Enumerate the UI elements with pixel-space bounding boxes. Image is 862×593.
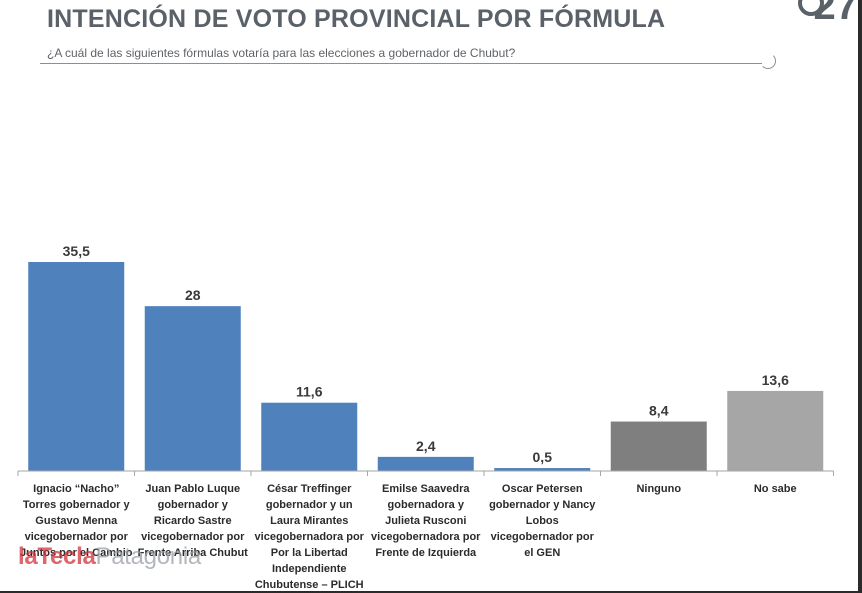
- value-label-2: 28: [185, 287, 201, 303]
- category-label-line: Lobos: [526, 515, 559, 527]
- category-label-6: Ninguno: [636, 483, 681, 495]
- value-label-1: 35,5: [63, 243, 90, 259]
- category-label-line: vicegobernador por: [491, 531, 595, 543]
- category-label-4: Emilse Saavedra gobernadora y Julieta Rusc…: [371, 483, 481, 559]
- category-label-7: No sabe: [754, 483, 797, 495]
- watermark: laTeclaPatagonia: [18, 543, 201, 571]
- subtitle-underline: [40, 63, 762, 64]
- frame-right-edge: [858, 0, 862, 593]
- category-label-3: César Treffinger gobernador y un Laura Mir…: [255, 483, 365, 591]
- category-label-line: Emilse Saavedra: [382, 483, 470, 495]
- category-label-line: Laura Mirantes: [270, 515, 348, 527]
- category-label-line: Chubutense – PLICH: [255, 579, 364, 591]
- category-label-line: Juan Pablo Luque: [145, 483, 240, 495]
- value-label-3: 11,6: [296, 384, 323, 400]
- watermark-region: Patagonia: [95, 543, 202, 570]
- frame-bottom-edge: [0, 591, 862, 593]
- category-label-line: Oscar Petersen: [502, 483, 583, 495]
- category-label-line: Frente de Izquierda: [375, 547, 477, 559]
- category-label-line: Torres gobernador y: [23, 499, 131, 511]
- category-label-line: gobernador y Nancy: [489, 499, 596, 511]
- value-label-4: 2,4: [416, 438, 436, 454]
- category-label-line: vicegobernadora por: [255, 531, 365, 543]
- category-label-line: Independiente: [272, 563, 347, 575]
- category-label-line: Ricardo Sastre: [154, 515, 232, 527]
- bar-2: [144, 306, 241, 471]
- watermark-brand: laTecla: [18, 543, 96, 570]
- category-label-1: Ignacio “Nacho” Torres gobernador y Gustav…: [20, 483, 133, 559]
- chart-title: INTENCIÓN DE VOTO PROVINCIAL POR FÓRMULA: [47, 5, 666, 33]
- category-label-line: Por la Libertad: [271, 547, 348, 559]
- bar-6: [610, 421, 707, 471]
- category-label-line: gobernador y: [158, 499, 229, 511]
- category-label-line: gobernador y un: [266, 499, 353, 511]
- bar-3: [261, 402, 358, 471]
- category-label-line: gobernadora y: [388, 499, 465, 511]
- bar-7: [727, 390, 824, 471]
- category-label-line: vicegobernador por: [25, 531, 129, 543]
- chart-subtitle: ¿A cuál de las siguientes fórmulas votar…: [47, 46, 516, 60]
- bar-4: [377, 456, 474, 471]
- category-label-line: vicegobernadora por: [371, 531, 481, 543]
- category-label-line: Gustavo Menna: [35, 515, 118, 527]
- category-label-line: Ignacio “Nacho”: [33, 483, 119, 495]
- value-label-5: 0,5: [533, 449, 553, 465]
- bar-5: [494, 468, 591, 471]
- category-label-line: el GEN: [524, 547, 560, 559]
- value-label-6: 8,4: [649, 403, 669, 419]
- category-label-line: Ninguno: [636, 483, 681, 495]
- category-label-line: Frente Arriba Chubut: [138, 547, 249, 559]
- category-label-line: No sabe: [754, 483, 797, 495]
- category-label-2: Juan Pablo Luque gobernador y Ricardo Sast…: [138, 483, 249, 559]
- category-label-5: Oscar Petersen gobernador y Nancy Lobos vic…: [489, 483, 596, 559]
- pollster-logo-ring-icon: [798, 0, 824, 16]
- underline-hook-ornament: [760, 53, 776, 69]
- category-label-line: Julieta Rusconi: [385, 515, 466, 527]
- category-label-line: vicegobernador por: [141, 531, 245, 543]
- value-label-7: 13,6: [762, 372, 789, 388]
- category-label-line: César Treffinger: [267, 483, 352, 495]
- pollster-logo-icon: 27: [814, 0, 859, 26]
- logo-text: 27: [813, 0, 859, 28]
- bar-1: [28, 262, 125, 471]
- category-label-line: Juntos por el Cambio: [20, 547, 133, 559]
